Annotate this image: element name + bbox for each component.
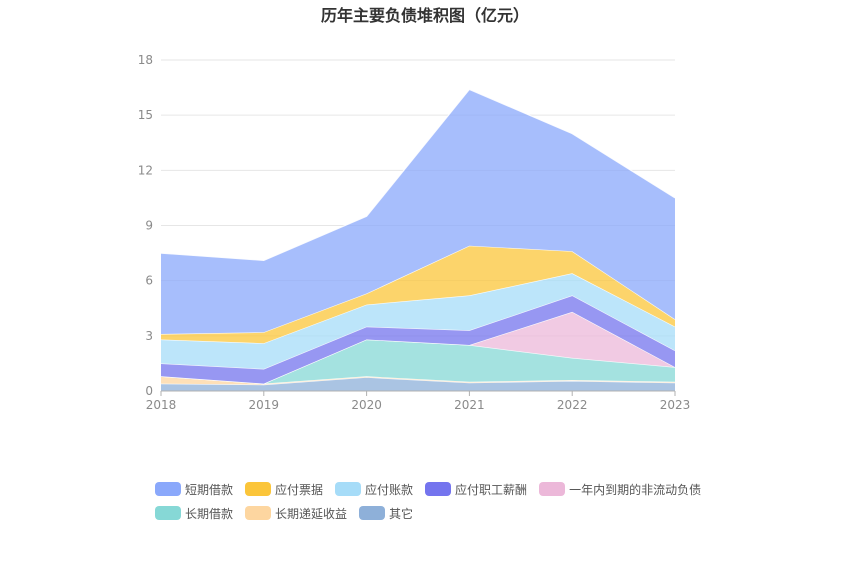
legend-label: 应付职工薪酬 (455, 482, 528, 497)
area-长期递延收益 (161, 376, 675, 385)
x-tick-label: 2023 (660, 398, 691, 412)
area-edge-line (160, 88, 676, 262)
x-tick-label: 2020 (351, 398, 382, 412)
x-tick-label: 2021 (454, 398, 485, 412)
x-tick-label: 2022 (557, 398, 588, 412)
area-一年内到期的非流动负债 (161, 311, 675, 384)
legend-label: 短期借款 (185, 482, 234, 497)
legend: 短期借款 应付票据 应付账款 应付职工薪酬 一年内到期的非流动负债 长期借款 长期递延收益… (155, 477, 775, 525)
x-tick-label: 2018 (146, 398, 177, 412)
legend-swatch (155, 506, 181, 520)
legend-label: 应付账款 (365, 482, 414, 497)
legend-label: 长期借款 (185, 506, 234, 521)
legend-label: 长期递延收益 (275, 506, 348, 521)
chart-title: 历年主要负债堆积图（亿元） (320, 6, 529, 25)
area-应付职工薪酬 (161, 295, 675, 384)
legend-swatch (155, 482, 181, 496)
y-tick-label: 6 (145, 274, 153, 288)
legend-swatch (539, 482, 566, 496)
legend-item[interactable]: 其它 (359, 505, 413, 522)
area-短期借款 (161, 89, 675, 335)
legend-swatch (359, 506, 386, 520)
area-其它 (161, 377, 675, 391)
legend-swatch (425, 482, 452, 496)
y-tick-label: 15 (138, 108, 153, 122)
legend-item[interactable]: 应付职工薪酬 (425, 481, 527, 498)
y-tick-label: 9 (145, 219, 153, 233)
area-series (160, 88, 676, 391)
y-tick-label: 12 (138, 163, 153, 177)
area-应付票据 (161, 245, 675, 344)
x-tick-label: 2019 (249, 398, 280, 412)
axes: 0 3 6 9 12 15 18 2018 2019 2020 2021 2022 2023 (138, 53, 691, 412)
y-tick-label: 0 (145, 384, 153, 398)
legend-item[interactable]: 一年内到期的非流动负债 (539, 481, 701, 498)
legend-swatch (245, 482, 272, 496)
legend-swatch (245, 506, 272, 520)
legend-item[interactable]: 应付账款 (335, 481, 413, 498)
legend-label: 其它 (389, 506, 414, 521)
legend-item[interactable]: 应付票据 (245, 481, 323, 498)
area-应付账款 (161, 273, 675, 369)
legend-label: 一年内到期的非流动负债 (569, 482, 702, 497)
legend-swatch (335, 482, 362, 496)
legend-row: 短期借款 应付票据 应付账款 应付职工薪酬 一年内到期的非流动负债 (155, 477, 775, 501)
legend-item[interactable]: 短期借款 (155, 481, 233, 498)
y-tick-label: 3 (145, 329, 153, 343)
legend-item[interactable]: 长期借款 (155, 505, 233, 522)
legend-label: 应付票据 (275, 482, 324, 497)
legend-row: 长期借款 长期递延收益 其它 (155, 501, 775, 525)
y-tick-label: 18 (138, 53, 153, 67)
legend-item[interactable]: 长期递延收益 (245, 505, 347, 522)
